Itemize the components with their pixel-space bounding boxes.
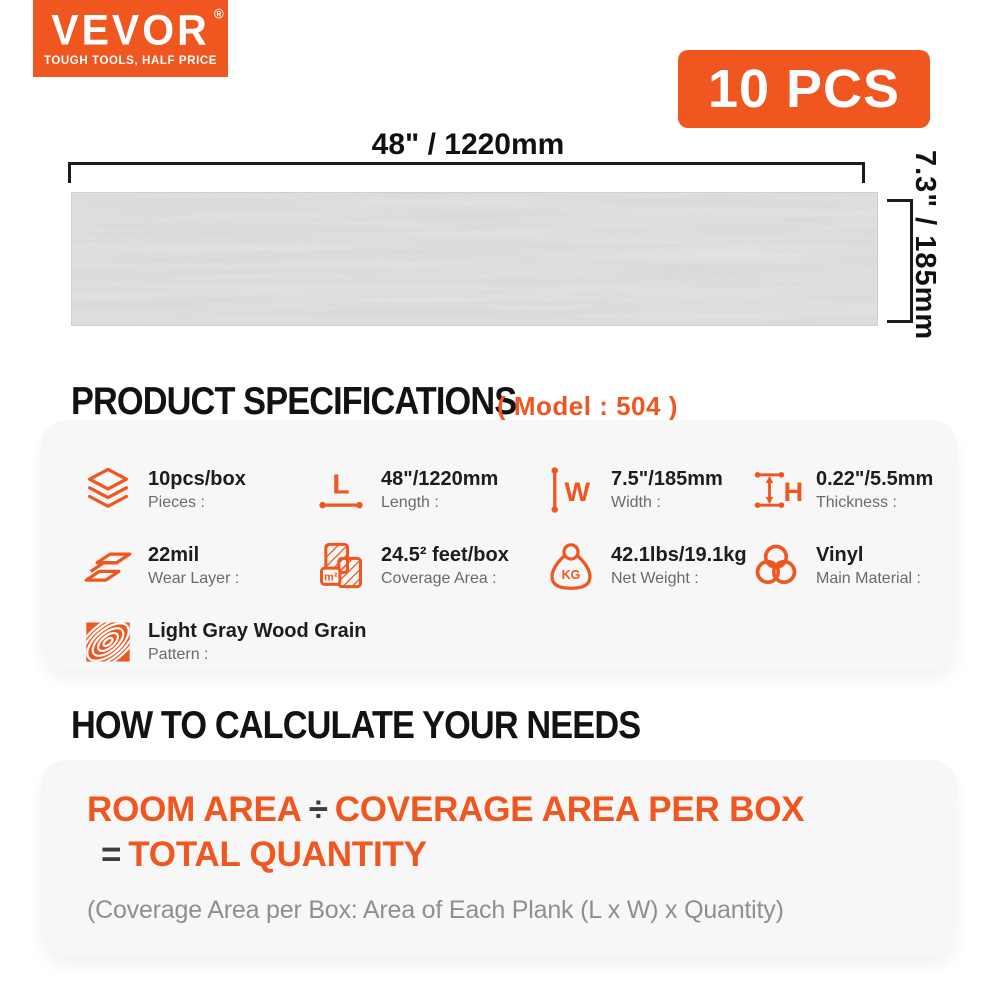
spec-label: Width : <box>611 494 661 511</box>
logo-tagline: TOUGH TOOLS, HALF PRICE <box>43 55 218 67</box>
logo-wordmark: VEVOR ® <box>51 5 224 55</box>
spec-value: Vinyl <box>816 544 864 566</box>
spec-label: Net Weight : <box>611 570 699 587</box>
plank-image <box>71 192 878 326</box>
spec-item-net-weight: KG 42.1lbs/19.1kg Net Weight : <box>544 539 749 593</box>
spec-item-length: L 48"/1220mm Length : <box>314 463 544 517</box>
coverage-note: (Coverage Area per Box: Area of Each Pla… <box>87 895 784 924</box>
width-dimension-label: 7.3" / 185mm <box>909 150 941 341</box>
registered-mark: ® <box>214 5 224 22</box>
length-dimension-label: 48" / 1220mm <box>371 128 565 161</box>
equals-operator: = <box>101 834 122 874</box>
formula-total: TOTAL QUANTITY <box>128 834 427 874</box>
kg-letter: KG <box>562 568 581 582</box>
spec-item-wear-layer: 22mil Wear Layer : <box>81 539 314 593</box>
spec-label: Main Material : <box>816 570 921 587</box>
model-number-label: ( Model : 504 ) <box>497 391 678 421</box>
length-dimension-bracket <box>68 162 865 183</box>
calc-section-title: HOW TO CALCULATE YOUR NEEDS <box>71 704 641 747</box>
spec-value: 10pcs/box <box>148 468 246 490</box>
coverage-area-icon: m² <box>314 539 368 593</box>
length-arrow-icon: L <box>314 463 368 517</box>
formula-line-1: ROOM AREA ÷ COVERAGE AREA PER BOX <box>87 788 927 833</box>
calc-panel: ROOM AREA ÷ COVERAGE AREA PER BOX = TOTAL Q… <box>41 760 957 956</box>
spec-value: 0.22"/5.5mm <box>816 468 934 490</box>
pcs-count-badge: 10 PCS <box>678 50 930 128</box>
thickness-arrow-icon: H <box>749 463 803 517</box>
spec-item-pieces: 10pcs/box Pieces : <box>81 463 314 517</box>
formula-line-2: = TOTAL QUANTITY <box>87 833 927 878</box>
spec-value: 7.5"/185mm <box>611 468 723 490</box>
wear-layer-icon <box>81 539 135 593</box>
width-letter: W <box>565 476 591 507</box>
spec-item-thickness: H 0.22"/5.5mm Thickness : <box>749 463 957 517</box>
spec-value: 22mil <box>148 544 200 566</box>
net-weight-icon: KG <box>544 539 598 593</box>
vevor-logo: VEVOR ® TOUGH TOOLS, HALF PRICE <box>33 0 228 77</box>
thickness-letter: H <box>784 476 804 507</box>
spec-item-material: Vinyl Main Material : <box>749 539 957 593</box>
spec-item-width: W 7.5"/185mm Width : <box>544 463 749 517</box>
width-arrow-icon: W <box>544 463 598 517</box>
spec-label: Thickness : <box>816 494 897 511</box>
specs-panel: 10pcs/box Pieces : L 48"/1220mm Length : <box>41 420 957 670</box>
specs-section-title: PRODUCT SPECIFICATIONS <box>71 380 517 423</box>
spec-label: Wear Layer : <box>148 570 240 587</box>
spec-item-coverage: m² 24.5² feet/box Coverage Area : <box>314 539 544 593</box>
length-letter: L <box>332 468 349 499</box>
wood-pattern-icon <box>81 615 135 669</box>
m2-letter: m² <box>324 572 338 584</box>
formula-coverage-area: COVERAGE AREA PER BOX <box>334 790 805 829</box>
material-circles-icon <box>749 539 803 593</box>
stacked-layers-icon <box>81 463 135 517</box>
wood-grain-texture <box>72 193 877 325</box>
spec-value: 24.5² feet/box <box>381 544 509 566</box>
width-dimension-bracket <box>887 199 913 323</box>
spec-value: 42.1lbs/19.1kg <box>611 544 747 566</box>
spec-item-pattern: Light Gray Wood Grain Pattern : <box>81 615 957 669</box>
spec-label: Length : <box>381 494 439 511</box>
spec-label: Pieces : <box>148 494 205 511</box>
spec-label: Pattern : <box>148 646 209 663</box>
spec-label: Coverage Area : <box>381 570 497 587</box>
spec-value: Light Gray Wood Grain <box>148 620 367 642</box>
spec-value: 48"/1220mm <box>381 468 499 490</box>
divide-operator: ÷ <box>308 790 328 829</box>
formula-room-area: ROOM AREA <box>87 790 302 829</box>
